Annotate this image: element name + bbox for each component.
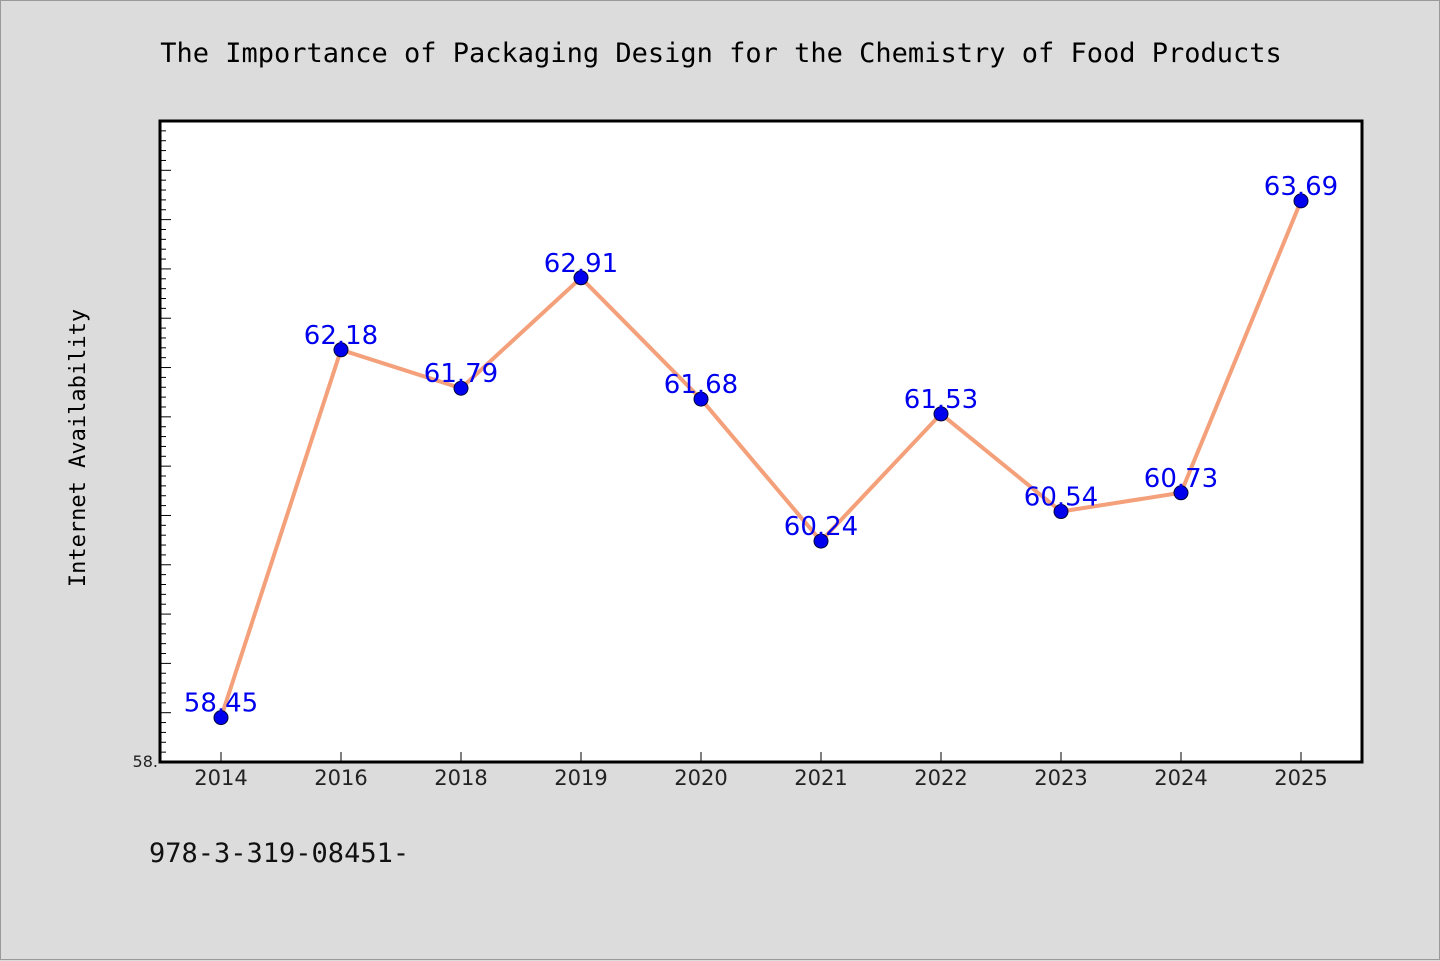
x-tick-label: 2020 (674, 766, 727, 790)
chart-title: The Importance of Packaging Design for t… (160, 38, 1282, 69)
data-point (1173, 485, 1189, 501)
x-tick-label: 2016 (314, 766, 367, 790)
x-tick-label: 2022 (914, 766, 967, 790)
x-tick-label: 2024 (1154, 766, 1207, 790)
data-point (693, 391, 709, 407)
data-label: 62.91 (544, 249, 618, 279)
data-point (573, 270, 589, 286)
data-label: 62.18 (304, 321, 378, 351)
data-point (1053, 504, 1069, 520)
plot-area: 58. 2014 2016 2018 2019 2020 2021 2022 2023 2024… (133, 119, 1364, 790)
data-point (1293, 193, 1309, 209)
series-layer (213, 193, 1309, 726)
x-axis-ticks: 2014 2016 2018 2019 2020 2021 2022 2023 2024 2025 (194, 752, 1328, 790)
data-label: 61.68 (664, 370, 738, 400)
data-point (213, 710, 229, 726)
series-line (219, 198, 1303, 720)
data-label: 61.53 (904, 385, 978, 415)
data-label-layer: 58.45 62.18 61.79 62.91 61.68 60.24 61.53 60.54… (184, 172, 1338, 719)
data-label: 61.79 (424, 359, 498, 389)
footer-isbn-text: 978-3-319-08451- (149, 838, 409, 869)
data-point (933, 406, 949, 422)
plot-frame (158, 119, 1364, 764)
data-label: 60.73 (1144, 464, 1218, 494)
data-point (453, 380, 469, 396)
data-point (813, 533, 829, 549)
y-axis-label: Internet Availability (66, 309, 91, 587)
data-label: 60.54 (1024, 483, 1098, 513)
x-tick-label: 2014 (194, 766, 247, 790)
data-label: 63.69 (1264, 172, 1338, 202)
x-tick-label: 2025 (1274, 766, 1327, 790)
x-tick-label: 2023 (1034, 766, 1087, 790)
data-label: 58.45 (184, 689, 258, 719)
y-axis-ticks: 58. (133, 120, 171, 771)
data-point (333, 342, 349, 358)
x-tick-label: 2021 (794, 766, 847, 790)
y-tick-label: 58. (133, 752, 158, 771)
data-label: 60.24 (784, 512, 858, 542)
x-tick-label: 2019 (554, 766, 607, 790)
x-tick-label: 2018 (434, 766, 487, 790)
